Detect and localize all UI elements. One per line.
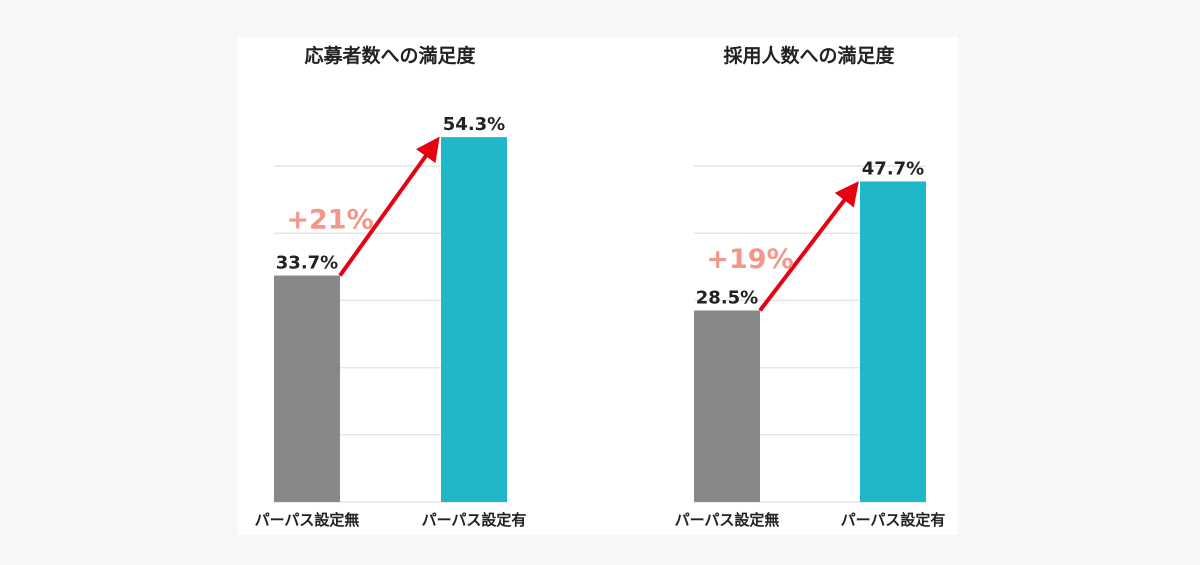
increase-annotation: +19% — [706, 244, 793, 275]
value-label: 33.7% — [276, 253, 338, 274]
value-label: 54.3% — [443, 114, 505, 135]
category-label: パーパス設定有 — [422, 511, 527, 529]
chart-title: 採用人数への満足度 — [723, 44, 895, 67]
increase-arrow — [758, 181, 859, 312]
bar-without — [274, 275, 340, 502]
bar-with — [441, 137, 507, 502]
value-label: 28.5% — [696, 287, 758, 308]
value-label: 47.7% — [862, 158, 924, 179]
category-label: パーパス設定無 — [675, 511, 780, 529]
chart-title: 応募者数への満足度 — [304, 44, 476, 67]
category-label: パーパス設定有 — [841, 511, 946, 529]
bar-without — [694, 310, 760, 502]
increase-annotation: +21% — [286, 204, 373, 235]
category-label: パーパス設定無 — [255, 511, 360, 529]
bar-with — [860, 181, 926, 502]
chart-panel — [238, 37, 958, 535]
increase-arrow — [338, 136, 440, 277]
